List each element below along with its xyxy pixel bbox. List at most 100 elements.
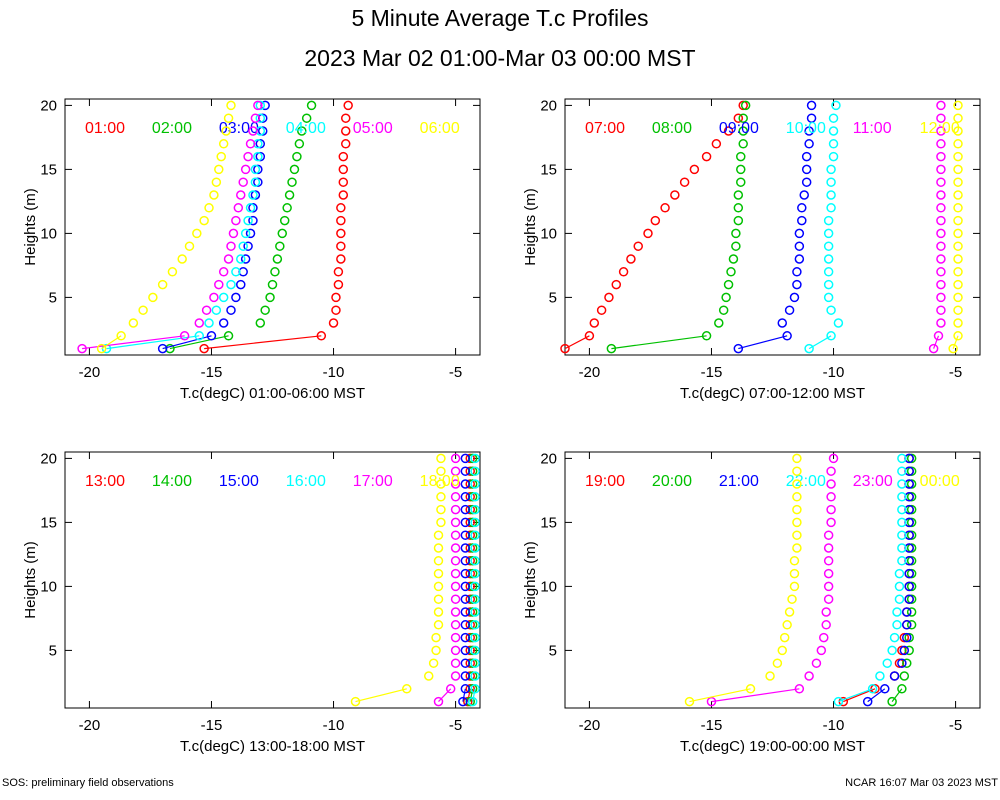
data-point	[433, 581, 444, 592]
series-16:00-segment	[472, 688, 476, 702]
data-point	[936, 139, 946, 149]
data-point	[450, 479, 461, 489]
data-point	[936, 241, 946, 251]
data-point	[826, 177, 836, 187]
data-point	[723, 279, 734, 290]
chart-subtitle: 2023 Mar 02 01:00-Mar 03 00:00 MST	[304, 45, 696, 71]
data-point	[643, 228, 653, 239]
data-point	[340, 126, 351, 136]
series-22:00-segment	[838, 688, 873, 703]
data-point	[338, 151, 349, 162]
data-point	[823, 530, 834, 540]
data-point	[204, 318, 214, 328]
data-point	[733, 343, 744, 354]
data-point	[823, 279, 834, 290]
data-point	[936, 279, 946, 290]
data-point	[470, 556, 480, 566]
data-point	[792, 279, 802, 290]
data-point	[823, 292, 834, 303]
data-point	[248, 215, 258, 226]
legend-23:00: 23:00	[853, 473, 893, 490]
data-point	[209, 292, 219, 303]
data-point	[340, 139, 351, 149]
data-point	[679, 177, 690, 187]
data-point	[936, 292, 946, 303]
y-tick-label: 15	[40, 514, 57, 531]
data-point	[470, 607, 480, 617]
data-point	[433, 696, 444, 707]
data-point	[953, 267, 963, 277]
data-point	[236, 190, 246, 200]
data-point	[458, 696, 468, 707]
data-point	[953, 228, 963, 239]
data-point	[450, 594, 461, 604]
data-point	[948, 343, 958, 354]
data-point	[245, 228, 256, 239]
data-point	[862, 696, 873, 707]
data-point	[228, 228, 239, 239]
data-point	[792, 504, 802, 515]
data-point	[953, 241, 963, 251]
series-15:00-segment	[462, 688, 466, 702]
data-point	[953, 254, 963, 264]
data-point	[450, 645, 461, 656]
data-point	[240, 228, 251, 239]
data-point	[789, 292, 800, 303]
data-point	[436, 517, 446, 528]
data-point	[889, 671, 900, 681]
data-point	[194, 331, 205, 341]
data-point	[289, 164, 300, 175]
data-point	[460, 645, 471, 656]
series-17:00-segment	[438, 688, 452, 703]
data-point	[894, 594, 905, 604]
data-point	[199, 343, 209, 354]
data-point	[792, 466, 802, 476]
series-01:00-segment	[204, 335, 322, 350]
x-tick-label: -10	[323, 717, 345, 734]
legend-00:00: 00:00	[920, 473, 960, 490]
data-point	[787, 594, 797, 604]
data-point	[797, 203, 807, 213]
data-point	[467, 696, 478, 707]
data-point	[214, 279, 224, 290]
data-point	[431, 632, 441, 643]
data-point	[179, 331, 190, 341]
y-axis-label: Heights (m)	[522, 541, 539, 619]
series-04:00-segment	[106, 335, 200, 350]
data-point	[804, 139, 814, 149]
data-point	[218, 318, 229, 328]
data-point	[245, 203, 256, 213]
plot-frame	[64, 98, 481, 356]
data-point	[433, 568, 444, 579]
data-point	[799, 190, 809, 200]
y-tick-label: 20	[40, 450, 57, 467]
data-point	[738, 113, 748, 123]
data-point	[953, 331, 963, 341]
data-point	[792, 517, 802, 528]
data-point	[336, 203, 346, 213]
data-point	[255, 318, 266, 328]
data-point	[823, 594, 834, 604]
data-point	[626, 254, 636, 264]
data-point	[826, 190, 836, 200]
data-point	[740, 100, 751, 111]
data-point	[226, 279, 236, 290]
data-point	[738, 126, 748, 136]
data-point	[738, 139, 748, 149]
data-point	[223, 331, 234, 341]
data-point	[823, 568, 834, 579]
x-tick-label: -20	[579, 717, 601, 734]
data-point	[936, 164, 946, 175]
x-axis-label: T.c(degC) 01:00-06:00 MST	[180, 385, 365, 402]
data-point	[819, 632, 829, 643]
data-point	[470, 492, 480, 502]
data-point	[433, 607, 444, 617]
data-point	[333, 279, 344, 290]
data-point	[723, 126, 734, 136]
data-point	[343, 100, 353, 111]
y-tick-label: 10	[40, 578, 57, 595]
data-point	[450, 453, 461, 464]
data-point	[701, 151, 712, 162]
data-point	[936, 100, 946, 111]
